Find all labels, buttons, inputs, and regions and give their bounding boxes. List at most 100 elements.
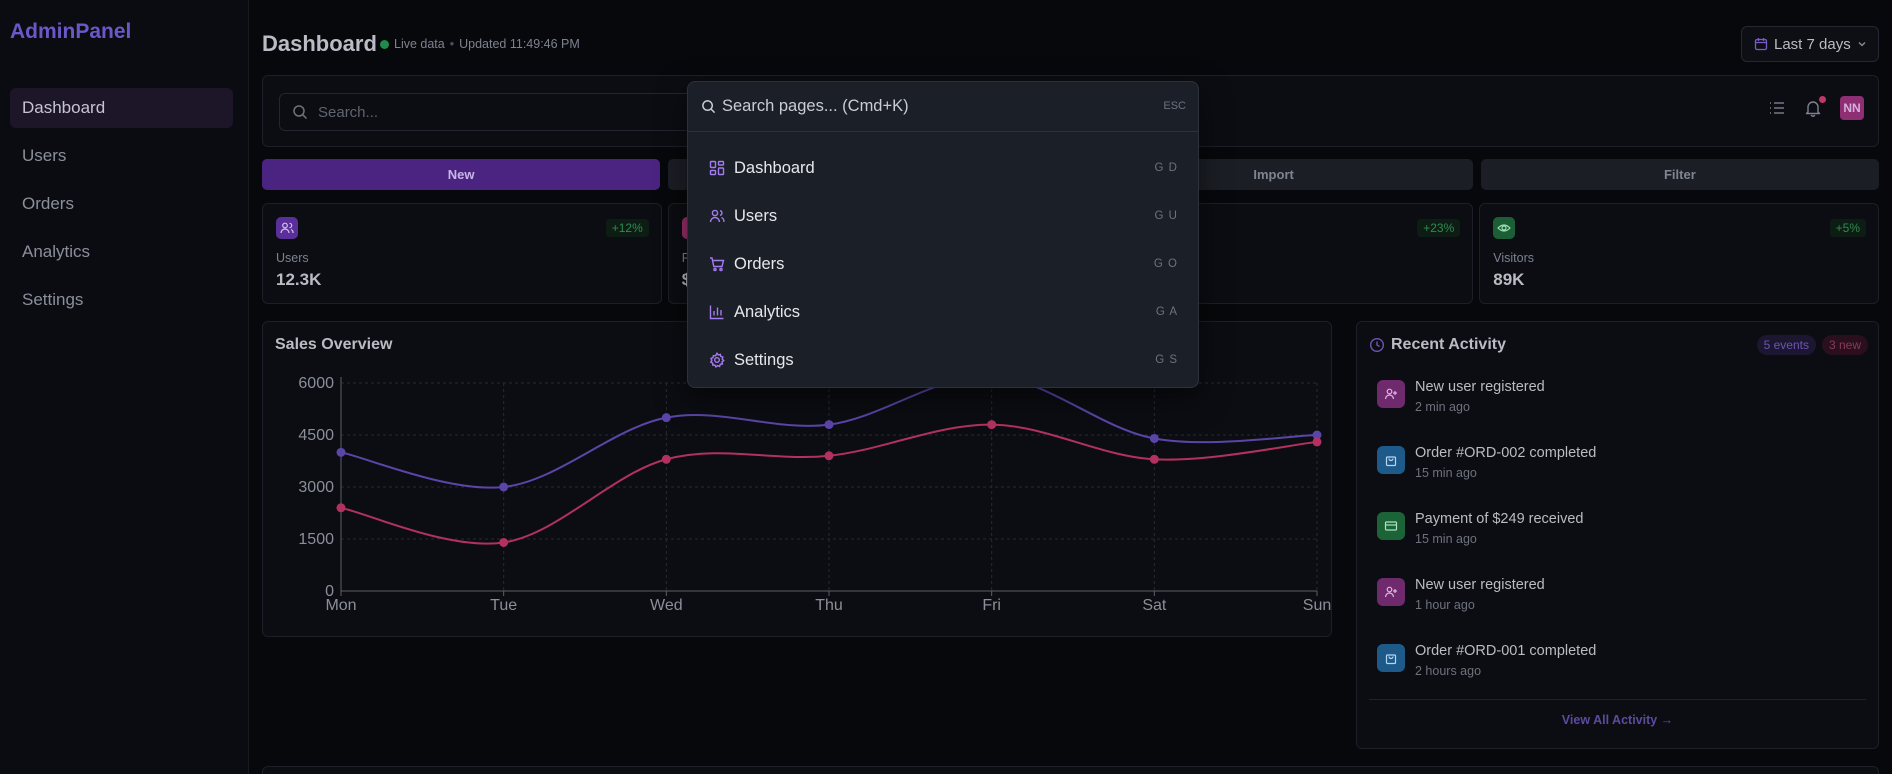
palette-placeholder: Search pages... (Cmd+K) (722, 97, 909, 115)
new-badge: 3 new (1821, 335, 1868, 355)
list-icon[interactable] (1768, 99, 1786, 117)
view-all-activity-link[interactable]: View All Activity → (1561, 713, 1674, 727)
palette-search-input[interactable]: Search pages... (Cmd+K) ESC (688, 82, 1198, 132)
date-range-label: Last 7 days (1774, 35, 1851, 53)
palette-item-settings[interactable]: Settings G S (688, 336, 1198, 384)
calendar-icon (1754, 37, 1768, 51)
stat-label: Visitors (1493, 251, 1535, 265)
sidebar-item-settings[interactable]: Settings (22, 290, 84, 309)
avatar[interactable]: NN (1840, 96, 1864, 120)
user-plus-icon (1377, 380, 1405, 408)
list-item[interactable]: Order #ORD-001 completed 2 hours ago (1377, 641, 1867, 707)
live-label: Live data (394, 37, 445, 51)
activity-text: Order #ORD-001 completed (1415, 643, 1597, 659)
sidebar-item-users[interactable]: Users (22, 146, 67, 165)
stat-label: R (682, 251, 691, 265)
stat-card-visitors: +5% Visitors 89K (1479, 203, 1879, 304)
sales-chart: 0 1500 3000 4500 6000 Mon Tue Wed Thu Fri Sat Sun (298, 371, 1331, 614)
shortcut-hint: G S (1155, 354, 1178, 366)
shortcut-hint: G D (1154, 162, 1178, 174)
activity-time: 1 hour ago (1415, 598, 1475, 612)
palette-results: Dashboard G D Users G U Orders G O Analy… (688, 132, 1198, 384)
activity-text: New user registered (1415, 379, 1545, 395)
series-line-2 (340, 423, 1318, 545)
activity-title: Recent Activity (1391, 336, 1506, 353)
y-tick-label: 0 (325, 583, 334, 600)
bag-icon (1377, 644, 1405, 672)
chevron-down-icon (1857, 39, 1867, 49)
stat-change: +12% (605, 219, 649, 237)
list-item[interactable]: New user registered 2 min ago (1377, 377, 1867, 443)
activity-badges: 5 events 3 new (1756, 335, 1868, 355)
data-point (824, 420, 834, 430)
palette-item-dashboard[interactable]: Dashboard G D (688, 144, 1198, 192)
data-point (336, 503, 346, 513)
data-point (499, 537, 509, 547)
stat-label: Users (276, 251, 309, 265)
divider (1369, 699, 1866, 700)
sidebar-item-analytics[interactable]: Analytics (22, 242, 91, 261)
gear-icon (709, 352, 725, 368)
palette-item-label: Users (734, 206, 778, 225)
live-status: Live data • Updated 11:49:46 PM (380, 37, 580, 51)
users-icon (709, 208, 725, 224)
notification-dot (1819, 96, 1826, 103)
bell-icon (1805, 101, 1821, 117)
data-point (1312, 437, 1322, 447)
search-input[interactable]: Search... (279, 93, 719, 131)
clock-icon (1369, 337, 1385, 353)
y-tick-label: 1500 (298, 531, 334, 548)
status-separator: • (449, 37, 455, 51)
data-point (499, 482, 509, 492)
palette-item-label: Settings (734, 350, 794, 369)
palette-item-orders[interactable]: Orders G O (688, 240, 1198, 288)
user-plus-icon (1377, 578, 1405, 606)
notifications-button[interactable] (1804, 96, 1826, 117)
esc-hint: ESC (1163, 100, 1186, 112)
date-range-button[interactable]: Last 7 days (1741, 26, 1879, 62)
recent-activity-panel: Recent Activity 5 events 3 new New user … (1356, 321, 1879, 749)
data-point (1149, 454, 1159, 464)
activity-header: Recent Activity (1369, 336, 1506, 354)
bag-icon (1377, 446, 1405, 474)
brand-logo[interactable]: AdminPanel (10, 20, 132, 43)
filter-button[interactable]: Filter (1480, 159, 1879, 190)
search-placeholder: Search... (318, 103, 379, 121)
palette-item-label: Dashboard (734, 158, 815, 177)
shortcut-hint: G U (1154, 210, 1178, 222)
sidebar-item-orders[interactable]: Orders (22, 194, 74, 213)
x-tick-label: Wed (650, 597, 683, 614)
stat-value: $ (682, 270, 691, 290)
stat-change: +5% (1829, 219, 1866, 237)
bar-chart-icon (709, 304, 725, 320)
activity-text: New user registered (1415, 577, 1545, 593)
activity-time: 15 min ago (1415, 532, 1477, 546)
x-tick-label: Fri (982, 597, 1001, 614)
new-button[interactable]: New (262, 159, 661, 190)
data-point (661, 413, 671, 423)
events-badge: 5 events (1756, 335, 1816, 355)
list-item[interactable]: Payment of $249 received 15 min ago (1377, 509, 1867, 575)
card-icon (1377, 512, 1405, 540)
eye-icon (1493, 217, 1516, 239)
list-item[interactable]: Order #ORD-002 completed 15 min ago (1377, 443, 1867, 509)
activity-time: 15 min ago (1415, 466, 1477, 480)
activity-text: Payment of $249 received (1415, 511, 1584, 527)
list-item[interactable]: New user registered 1 hour ago (1377, 575, 1867, 641)
sidebar-item-dashboard[interactable]: Dashboard (10, 88, 233, 128)
palette-item-users[interactable]: Users G U (688, 192, 1198, 240)
sidebar-nav: Dashboard Users Orders Analytics Setting… (10, 88, 233, 328)
palette-item-analytics[interactable]: Analytics G A (688, 288, 1198, 336)
stat-value: 89K (1493, 270, 1525, 289)
x-tick-label: Mon (325, 597, 356, 614)
activity-time: 2 hours ago (1415, 664, 1482, 678)
stat-change: +23% (1417, 219, 1461, 237)
cart-icon (709, 256, 725, 272)
x-tick-label: Sat (1142, 597, 1167, 614)
activity-text: Order #ORD-002 completed (1415, 445, 1597, 461)
shortcut-hint: G A (1155, 306, 1178, 318)
bottom-panel (262, 766, 1879, 774)
data-point (987, 420, 997, 430)
stat-card-users: +12% Users 12.3K (262, 203, 662, 304)
search-icon (292, 104, 308, 120)
